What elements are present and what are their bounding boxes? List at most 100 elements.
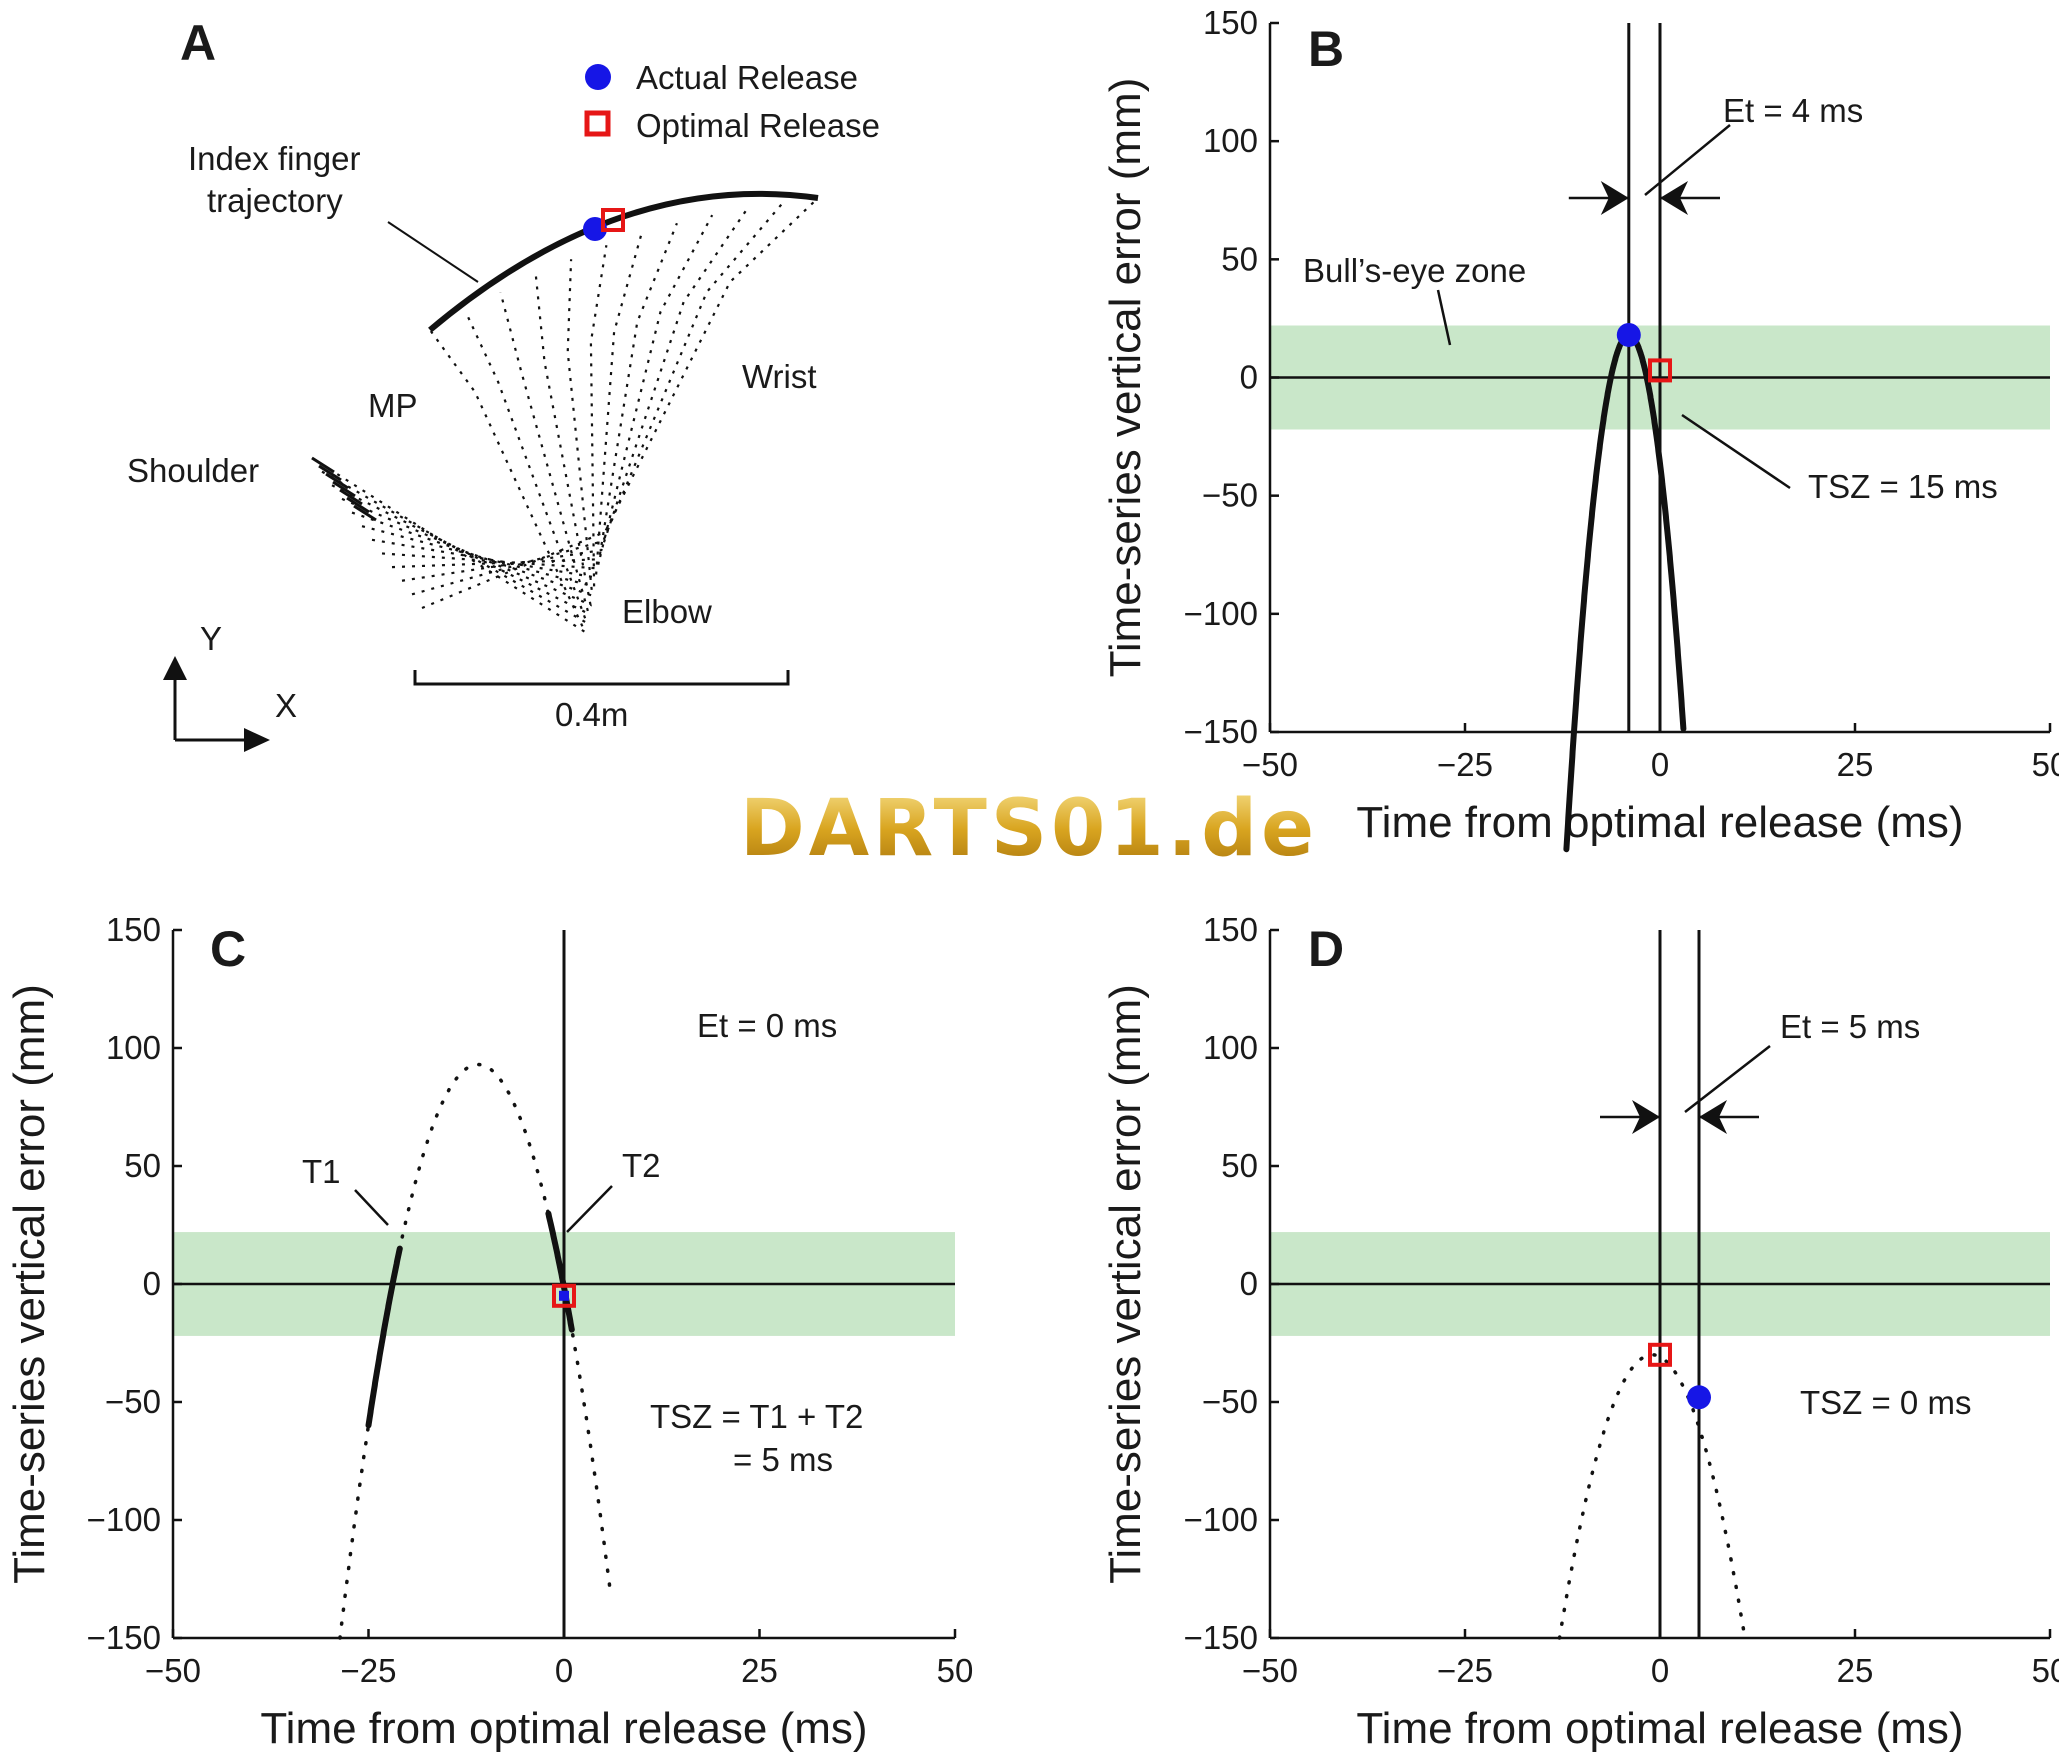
actual-release-marker xyxy=(559,1290,569,1301)
arm-segment xyxy=(411,202,784,596)
y-tick-label: 100 xyxy=(1203,122,1258,159)
arm-segment xyxy=(311,329,588,635)
arrowhead-left-icon xyxy=(1660,181,1688,215)
panel-letter-a: A xyxy=(180,15,216,71)
label-mp: MP xyxy=(368,387,418,424)
shoulder-tick xyxy=(325,472,349,490)
et-annotation: Et = 0 ms xyxy=(697,1007,837,1044)
shoulder-tick xyxy=(318,464,342,482)
x-tick-label: 25 xyxy=(741,1652,778,1689)
y-tick-label: 50 xyxy=(124,1147,161,1184)
zone-leader-line xyxy=(1436,289,1452,346)
label-y: Y xyxy=(200,620,222,657)
x-axis-label: Time from optimal release (ms) xyxy=(1356,798,1963,847)
panel-letter-b: B xyxy=(1308,21,1344,77)
y-tick-label: −50 xyxy=(105,1383,161,1420)
tsz-annotation-line1: TSZ = T1 + T2 xyxy=(650,1398,863,1435)
x-tick-label: −50 xyxy=(1242,746,1298,783)
x-tick-label: 25 xyxy=(1837,746,1874,783)
trajectory-curve-solid xyxy=(545,1210,575,1333)
x-tick-label: 25 xyxy=(1837,1652,1874,1689)
arm-segment xyxy=(341,274,592,607)
shoulder-tick xyxy=(346,496,370,514)
x-tick-label: −25 xyxy=(1437,746,1493,783)
x-tick-label: −50 xyxy=(145,1652,201,1689)
y-tick-label: 50 xyxy=(1221,240,1258,277)
tsz-annotation: TSZ = 15 ms xyxy=(1808,468,1998,505)
x-tick-label: −25 xyxy=(341,1652,397,1689)
x-axis-label: Time from optimal release (ms) xyxy=(1356,1704,1963,1753)
label-shoulder: Shoulder xyxy=(127,452,259,489)
arm-segment xyxy=(321,310,589,626)
arm-segment xyxy=(331,292,591,616)
trajectory-curve-solid xyxy=(365,1245,403,1429)
x-arrowhead-icon xyxy=(244,728,270,752)
shoulder-tick xyxy=(339,488,363,506)
arm-segment xyxy=(381,222,678,570)
t1-annotation: T1 xyxy=(302,1153,341,1190)
x-tick-label: −50 xyxy=(1242,1652,1298,1689)
panel-b-chart: −50 −25 0 25 50 −150 −100 −50 0 50 100 150 Time from… xyxy=(1101,4,2059,853)
x-tick-label: 50 xyxy=(937,1652,974,1689)
y-tick-label: 150 xyxy=(1203,911,1258,948)
arrowhead-left-icon xyxy=(1699,1100,1727,1134)
y-tick-label: −150 xyxy=(87,1619,161,1656)
panel-letter-d: D xyxy=(1308,921,1344,977)
y-axis-label: Time-series vertical error (mm) xyxy=(5,984,54,1584)
legend-actual-marker xyxy=(585,64,611,90)
trajectory-leader-line xyxy=(387,221,479,283)
shoulder-tick xyxy=(311,456,335,474)
arrowhead-right-icon xyxy=(1632,1100,1660,1134)
panel-d-chart: −50 −25 0 25 50 −150 −100 −50 0 50 100 150 Time from… xyxy=(1101,911,2059,1753)
t2-leader-line xyxy=(566,1185,613,1233)
zone-annotation: Bull’s-eye zone xyxy=(1303,252,1526,289)
y-tick-label: −100 xyxy=(1184,595,1258,632)
arm-segment xyxy=(371,232,643,579)
y-tick-label: 50 xyxy=(1221,1147,1258,1184)
label-x: X xyxy=(275,687,297,724)
label-index-finger: Index finger xyxy=(188,140,360,177)
y-tick-label: −100 xyxy=(87,1501,161,1538)
arm-stick-diagram xyxy=(311,197,819,635)
scale-bar xyxy=(413,670,790,686)
y-tick-label: 0 xyxy=(143,1265,161,1302)
legend-optimal-marker xyxy=(584,110,611,137)
et-leader-line xyxy=(1684,1045,1771,1113)
x-tick-label: 50 xyxy=(2032,1652,2059,1689)
x-axis-label: Time from optimal release (ms) xyxy=(260,1704,867,1753)
y-tick-label: 100 xyxy=(1203,1029,1258,1066)
y-axis-label: Time-series vertical error (mm) xyxy=(1101,78,1150,678)
arm-segment xyxy=(391,214,714,569)
y-tick-label: −150 xyxy=(1184,713,1258,750)
y-tick-label: 150 xyxy=(1203,4,1258,41)
y-tick-label: −50 xyxy=(1202,477,1258,514)
shoulder-tick xyxy=(353,504,377,522)
tsz-leader-line xyxy=(1681,413,1791,490)
arm-segment xyxy=(401,207,749,582)
x-tick-label: 0 xyxy=(1651,746,1669,783)
x-tick-label: −25 xyxy=(1437,1652,1493,1689)
y-arrowhead-icon xyxy=(163,656,187,680)
panel-a-diagram: A Actual Release Optimal Release Index f… xyxy=(127,15,880,752)
tsz-annotation-line2: = 5 ms xyxy=(733,1441,833,1478)
x-tick-label: 0 xyxy=(555,1652,573,1689)
shoulder-tick xyxy=(332,480,356,498)
y-tick-label: −150 xyxy=(1184,1619,1258,1656)
label-scale: 0.4m xyxy=(555,696,628,733)
watermark-logo: DARTS01.de xyxy=(740,784,1314,874)
x-tick-label: 50 xyxy=(2032,746,2059,783)
t2-annotation: T2 xyxy=(622,1147,661,1184)
optimal-release-marker xyxy=(1648,1342,1672,1367)
y-axis-label: Time-series vertical error (mm) xyxy=(1101,984,1150,1584)
y-tick-label: 150 xyxy=(106,911,161,948)
actual-release-marker xyxy=(1687,1385,1711,1410)
y-tick-label: −50 xyxy=(1202,1383,1258,1420)
y-tick-label: 100 xyxy=(106,1029,161,1066)
y-tick-label: 0 xyxy=(1240,359,1258,396)
panel-c-chart: −50 −25 0 25 50 −150 −100 −50 0 50 100 150 Time from… xyxy=(5,911,973,1753)
et-leader-line xyxy=(1644,124,1731,196)
et-annotation: Et = 4 ms xyxy=(1723,92,1863,129)
legend-actual-label: Actual Release xyxy=(636,59,858,96)
label-elbow: Elbow xyxy=(622,593,712,630)
